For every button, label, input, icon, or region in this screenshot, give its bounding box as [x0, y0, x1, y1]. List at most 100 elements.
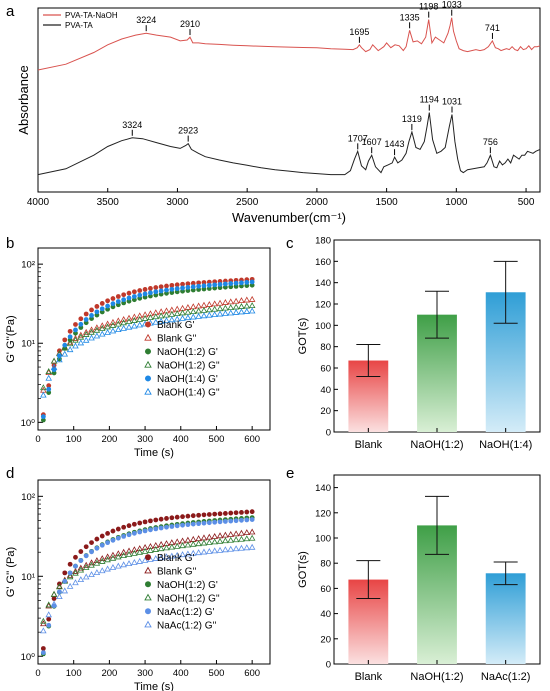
data-point	[115, 294, 121, 299]
data-point	[121, 524, 127, 530]
data-point	[238, 529, 245, 536]
data-point	[238, 544, 245, 551]
data-point	[169, 515, 175, 521]
x-tick-label: 2500	[236, 197, 259, 208]
data-point	[77, 566, 85, 573]
x-tick-label: NaOH(1:2)	[410, 671, 463, 683]
peak-label: 3324	[122, 120, 142, 130]
x-tick-label: 3500	[97, 197, 120, 208]
data-point	[173, 310, 181, 317]
data-point	[200, 539, 208, 546]
data-point	[137, 288, 143, 293]
plot-frame	[37, 479, 271, 665]
legend-label: Blank G''	[157, 566, 196, 577]
data-point	[189, 303, 197, 310]
data-point	[157, 545, 165, 552]
data-point	[168, 552, 176, 559]
data-point	[227, 309, 235, 316]
data-point	[77, 576, 85, 583]
data-point	[163, 544, 170, 551]
data-point	[174, 282, 180, 288]
data-point	[184, 541, 192, 548]
data-point	[153, 526, 159, 532]
data-point	[164, 516, 169, 521]
data-point	[72, 579, 79, 586]
data-point	[227, 304, 235, 310]
data-point	[212, 282, 218, 288]
panel-label-b: b	[6, 235, 14, 252]
data-point	[109, 554, 117, 561]
data-point	[148, 518, 153, 524]
data-point	[185, 522, 191, 528]
data-point	[83, 553, 89, 559]
data-point	[164, 287, 169, 293]
data-point	[185, 281, 191, 287]
data-point	[93, 559, 101, 566]
y-tick-label: 10²	[21, 492, 35, 503]
legend-marker	[145, 348, 151, 355]
data-point	[82, 564, 90, 570]
data-point	[115, 526, 121, 532]
data-point	[141, 556, 149, 563]
data-point	[244, 517, 250, 523]
data-point	[40, 627, 47, 634]
data-point	[98, 555, 106, 562]
data-point	[216, 546, 224, 553]
data-point	[217, 519, 223, 525]
data-point	[142, 291, 148, 297]
legend-label: NaOH(1:4) G'	[157, 374, 218, 385]
legend-marker	[144, 333, 152, 341]
data-point	[196, 512, 202, 518]
data-point	[157, 317, 165, 324]
data-point	[45, 611, 52, 618]
data-point	[244, 279, 250, 285]
data-point	[115, 326, 122, 333]
panel-label-c: c	[286, 235, 294, 252]
legend-label: Blank G'	[157, 553, 195, 564]
data-point	[62, 570, 68, 576]
data-point	[216, 532, 224, 539]
data-point	[46, 390, 52, 395]
data-point	[173, 542, 181, 549]
peak-label: 2923	[178, 126, 198, 136]
legend-label: NaOH(1:2) G'	[157, 347, 218, 358]
x-tick-label: 1000	[445, 197, 468, 208]
legend-label: NaOH(1:4) G''	[157, 387, 220, 398]
x-tick-label: Blank	[355, 671, 383, 683]
y-tick-label: 0	[326, 428, 331, 439]
x-tick-label: 500	[209, 434, 225, 445]
data-point	[93, 332, 101, 339]
data-point	[243, 296, 251, 303]
data-point	[200, 548, 208, 555]
data-point	[216, 310, 224, 317]
data-point	[200, 306, 208, 313]
data-point	[222, 546, 229, 553]
data-point	[104, 553, 111, 560]
data-point	[72, 342, 79, 349]
data-point	[125, 560, 133, 567]
data-point	[206, 538, 213, 545]
data-point	[249, 509, 255, 515]
data-point	[201, 520, 207, 526]
legend-label: NaOH(1:2) G''	[157, 593, 220, 604]
data-point	[99, 533, 105, 539]
legend-marker	[145, 608, 151, 615]
data-point	[88, 326, 95, 333]
y-tick-label: 160	[315, 257, 331, 268]
data-point	[141, 311, 149, 318]
data-point	[206, 512, 212, 517]
data-point	[120, 552, 127, 559]
data-point	[222, 531, 229, 538]
data-point	[248, 307, 256, 314]
data-point	[72, 336, 79, 343]
data-point	[147, 546, 154, 553]
data-point	[131, 558, 138, 565]
peak-label: 3224	[136, 15, 156, 25]
data-point	[94, 536, 100, 542]
data-point	[82, 561, 90, 568]
data-point	[243, 544, 251, 551]
data-point	[217, 511, 223, 517]
data-point	[158, 284, 164, 290]
y-tick-label: 60	[320, 584, 331, 595]
data-point	[131, 521, 137, 527]
